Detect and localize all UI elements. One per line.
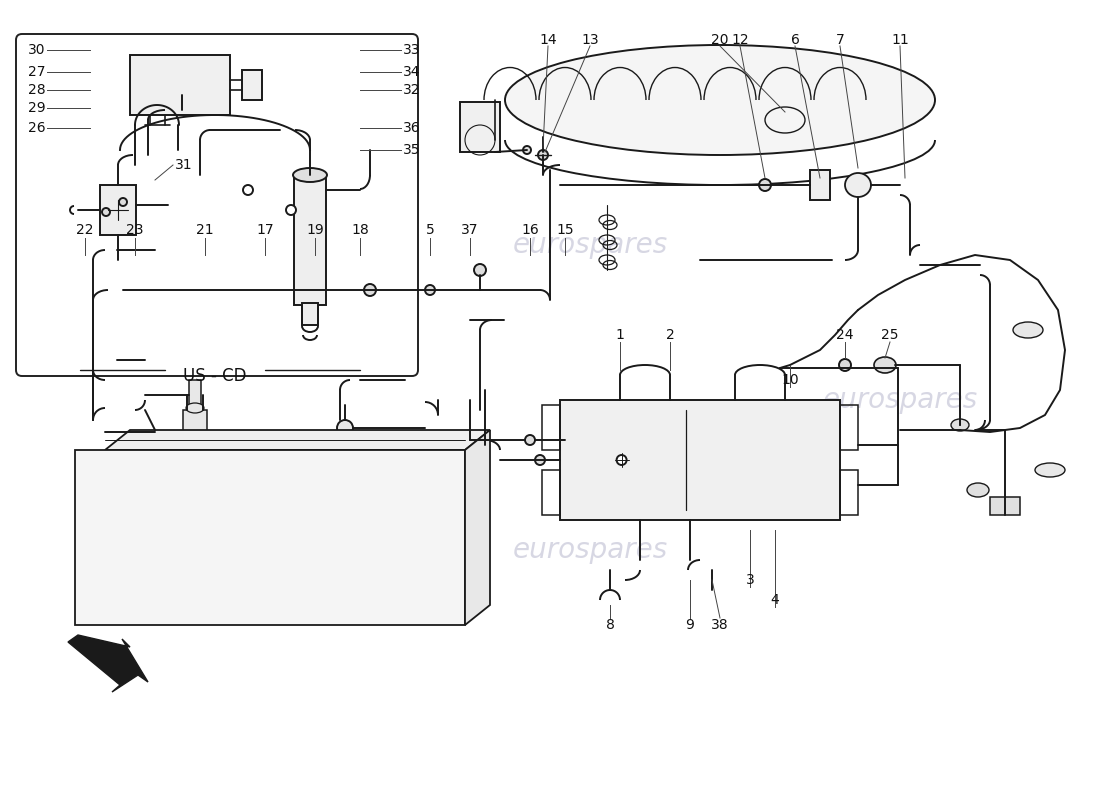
Text: 30: 30 [29, 43, 46, 57]
Bar [100, 185, 136, 235]
Text: 21: 21 [196, 223, 213, 237]
Text: 2: 2 [666, 328, 674, 342]
Bar [302, 303, 318, 325]
Circle shape [286, 205, 296, 215]
Text: 6: 6 [791, 33, 800, 47]
Text: 17: 17 [256, 223, 274, 237]
Text: 29: 29 [29, 101, 46, 115]
Text: 26: 26 [29, 121, 46, 135]
Bar [840, 405, 858, 450]
Text: 15: 15 [557, 223, 574, 237]
Circle shape [522, 146, 531, 154]
Text: 33: 33 [403, 43, 420, 57]
Bar [242, 70, 262, 100]
Ellipse shape [967, 483, 989, 497]
Polygon shape [68, 635, 148, 692]
Text: eurospares: eurospares [513, 536, 668, 564]
Polygon shape [465, 430, 490, 625]
Text: 9: 9 [685, 618, 694, 632]
FancyBboxPatch shape [16, 34, 418, 376]
Ellipse shape [1013, 322, 1043, 338]
Circle shape [759, 179, 771, 191]
Text: 25: 25 [881, 328, 899, 342]
Text: 4: 4 [771, 593, 780, 607]
Text: 35: 35 [403, 143, 420, 157]
Text: 1: 1 [616, 328, 625, 342]
Bar [840, 470, 858, 515]
Ellipse shape [310, 432, 380, 448]
Ellipse shape [874, 357, 896, 373]
Ellipse shape [186, 403, 204, 413]
Text: 28: 28 [29, 83, 46, 97]
Text: 13: 13 [581, 33, 598, 47]
Circle shape [839, 359, 851, 371]
Ellipse shape [505, 45, 935, 155]
Text: 31: 31 [175, 158, 192, 172]
Bar [460, 102, 500, 152]
Ellipse shape [952, 419, 969, 431]
Circle shape [102, 208, 110, 216]
Text: 5: 5 [426, 223, 434, 237]
Text: 20: 20 [712, 33, 728, 47]
Text: 23: 23 [126, 223, 144, 237]
Text: US - CD: US - CD [184, 367, 246, 385]
Text: eurospares: eurospares [122, 226, 277, 254]
Circle shape [474, 264, 486, 276]
Circle shape [243, 185, 253, 195]
Text: 32: 32 [403, 83, 420, 97]
Text: 34: 34 [403, 65, 420, 79]
Text: 14: 14 [539, 33, 557, 47]
Text: 24: 24 [836, 328, 854, 342]
Polygon shape [104, 430, 490, 450]
Ellipse shape [845, 173, 871, 197]
Bar [810, 170, 830, 200]
Text: 19: 19 [306, 223, 323, 237]
Text: eurospares: eurospares [122, 536, 277, 564]
Text: 7: 7 [836, 33, 845, 47]
Text: 36: 36 [403, 121, 420, 135]
Circle shape [364, 284, 376, 296]
Circle shape [119, 198, 126, 206]
Text: 27: 27 [29, 65, 46, 79]
Ellipse shape [160, 432, 230, 448]
Ellipse shape [811, 176, 829, 194]
Circle shape [525, 435, 535, 445]
Bar [542, 470, 560, 515]
Text: 3: 3 [746, 573, 755, 587]
Bar [189, 380, 201, 410]
Circle shape [617, 455, 627, 465]
Circle shape [535, 455, 544, 465]
Text: 10: 10 [781, 373, 799, 387]
Ellipse shape [1035, 463, 1065, 477]
Ellipse shape [293, 168, 327, 182]
Bar [294, 175, 326, 305]
Text: eurospares: eurospares [823, 386, 978, 414]
Text: 8: 8 [606, 618, 615, 632]
Text: 18: 18 [351, 223, 369, 237]
Bar [130, 55, 230, 115]
Text: 11: 11 [891, 33, 909, 47]
Circle shape [538, 150, 548, 160]
Text: 37: 37 [461, 223, 478, 237]
Bar [183, 410, 207, 432]
Circle shape [337, 420, 353, 436]
Circle shape [425, 285, 435, 295]
Text: eurospares: eurospares [513, 231, 668, 259]
Text: 22: 22 [76, 223, 94, 237]
Bar [990, 497, 1020, 515]
Bar [542, 405, 560, 450]
Text: 16: 16 [521, 223, 539, 237]
Text: 38: 38 [712, 618, 729, 632]
Bar [560, 400, 840, 520]
Text: 12: 12 [732, 33, 749, 47]
Polygon shape [75, 450, 465, 625]
